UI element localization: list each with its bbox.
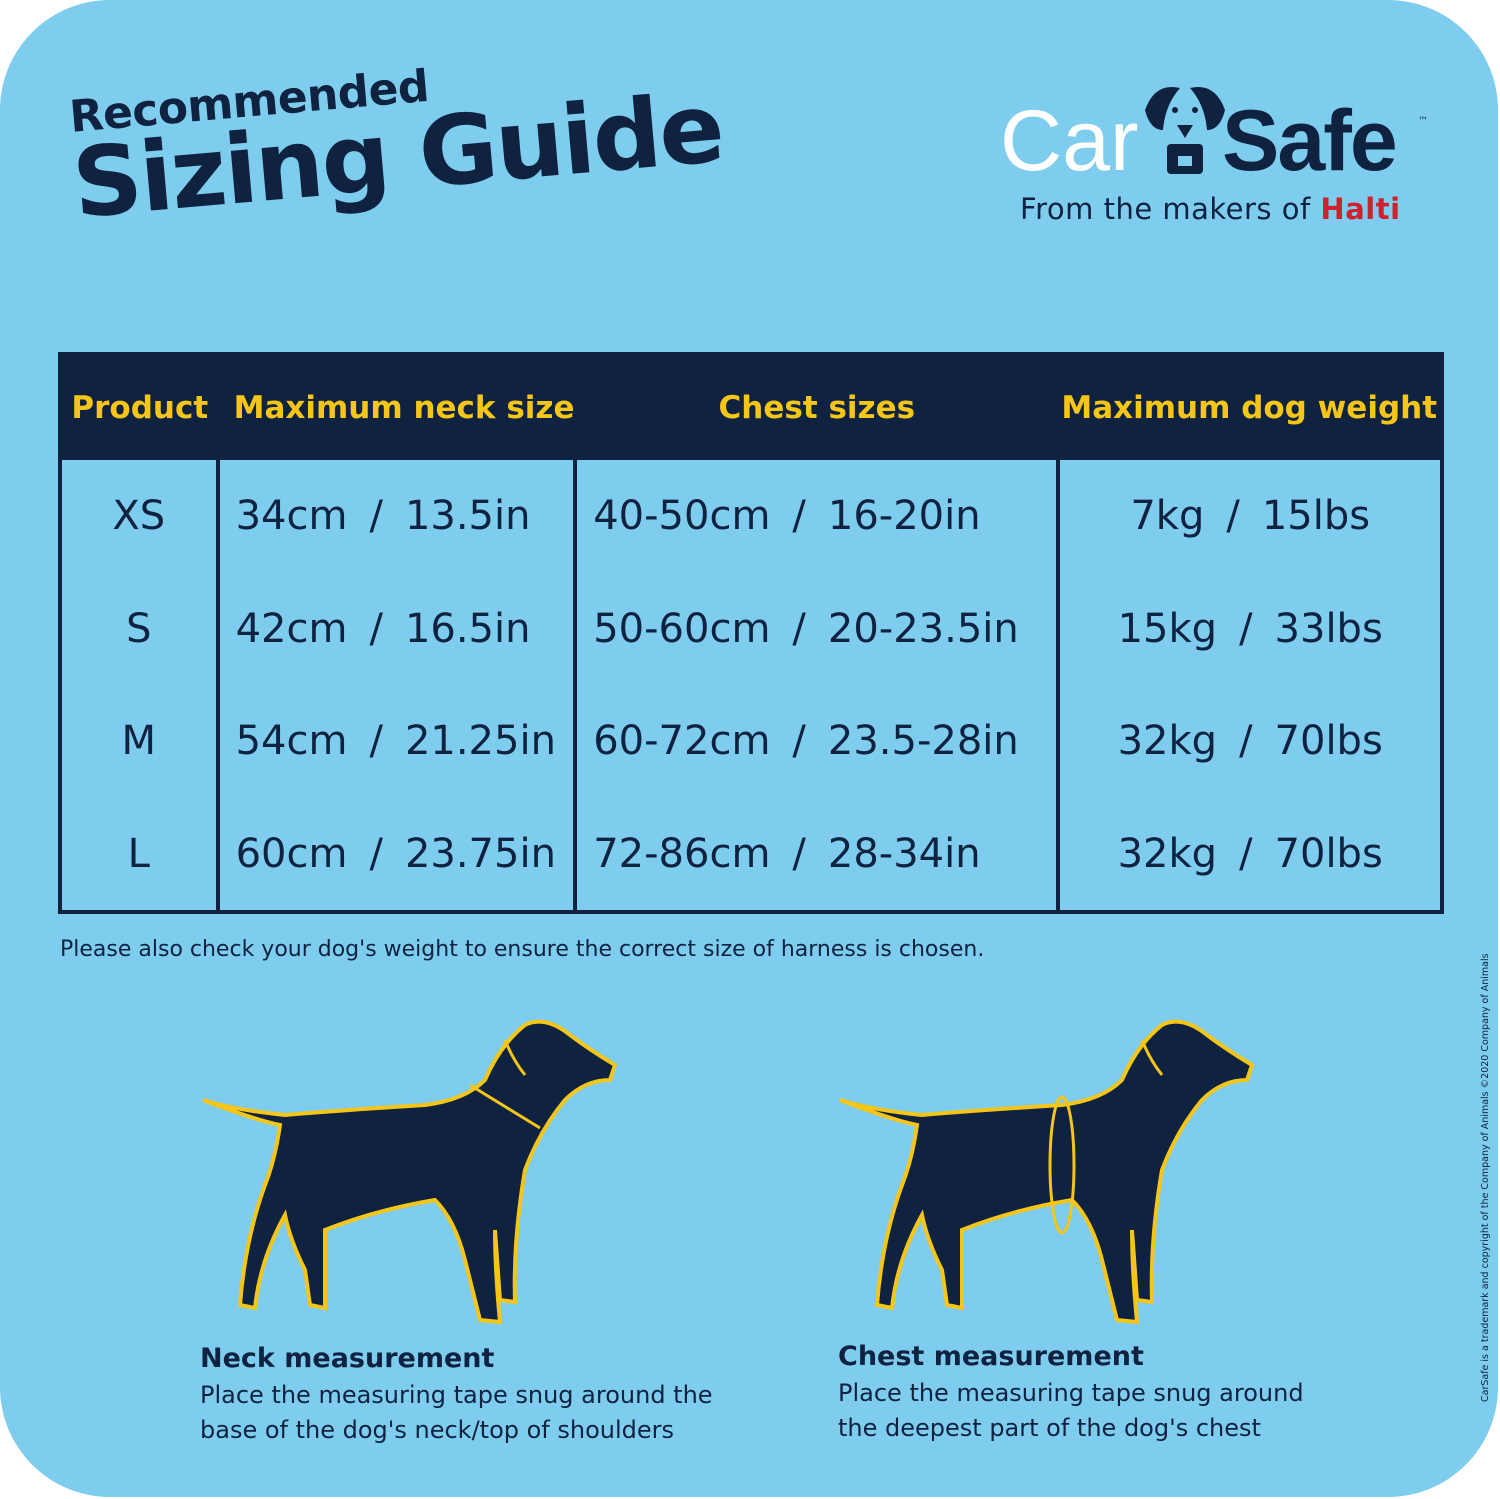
separator: / <box>792 605 806 652</box>
product-size: L <box>58 797 220 912</box>
chest-size-imperial: 20-23.5in <box>827 605 1019 652</box>
dog-weight: 32kg / 70lbs <box>1056 797 1444 912</box>
chest-size: 40-50cm / 16-20in <box>573 460 1061 573</box>
separator: / <box>369 718 383 765</box>
dog-weight-imperial: 70lbs <box>1274 718 1383 765</box>
dog-weight-metric: 15kg <box>1117 605 1218 652</box>
neck-size: 34cm / 13.5in <box>215 460 578 573</box>
separator: / <box>792 830 806 877</box>
separator: / <box>792 493 806 540</box>
neck-size-imperial: 21.25in <box>404 718 556 765</box>
dog-weight-imperial: 33lbs <box>1274 605 1383 652</box>
neck-size: 54cm / 21.25in <box>215 684 578 798</box>
copyright-text: CarSafe is a trademark and copyright of … <box>1480 953 1491 1402</box>
trademark: ™ <box>1418 116 1428 127</box>
table-row: L 60cm / 23.75in 72-86cm / 28-34in 32kg / 70lbs <box>58 797 1444 912</box>
dog-weight: 15kg / 33lbs <box>1056 572 1444 685</box>
chest-size-metric: 40-50cm <box>593 493 771 540</box>
separator: / <box>369 830 383 877</box>
dog-chest-illustration <box>839 1019 1255 1325</box>
weight-note: Please also check your dog's weight to e… <box>60 937 985 962</box>
logo-safe: Safe <box>1222 93 1398 189</box>
chest-size-imperial: 23.5-28in <box>827 718 1019 765</box>
neck-size: 42cm / 16.5in <box>215 572 578 685</box>
dog-weight-metric: 32kg <box>1117 830 1218 877</box>
chest-size: 50-60cm / 20-23.5in <box>573 572 1061 685</box>
chest-size-metric: 50-60cm <box>593 605 771 652</box>
logo-tagline: From the makers of Halti <box>1020 192 1401 226</box>
separator: / <box>792 718 806 765</box>
neck-title: Neck measurement <box>200 1343 495 1374</box>
separator: / <box>1239 605 1253 652</box>
header-weight: Maximum dog weight <box>1058 354 1442 460</box>
header-product: Product <box>60 354 218 460</box>
neck-size-metric: 60cm <box>235 830 348 877</box>
separator: / <box>1239 718 1253 765</box>
chest-size: 60-72cm / 23.5-28in <box>573 684 1061 798</box>
carsafe-logo: Car Safe ™ From the makers of Halti <box>1000 80 1440 240</box>
halti-brand: Halti <box>1320 192 1401 226</box>
chest-title: Chest measurement <box>838 1341 1144 1372</box>
neck-size-metric: 54cm <box>235 718 348 765</box>
dog-face-icon <box>1145 86 1225 174</box>
tagline-text: From the makers of <box>1020 192 1311 226</box>
neck-size: 60cm / 23.75in <box>215 797 578 912</box>
neck-text: Place the measuring tape snug around the… <box>200 1381 713 1444</box>
separator: / <box>1226 493 1240 540</box>
dog-weight: 7kg / 15lbs <box>1056 460 1444 573</box>
chest-size: 72-86cm / 28-34in <box>573 797 1061 912</box>
chest-size-metric: 60-72cm <box>593 718 771 765</box>
neck-size-imperial: 23.75in <box>404 830 556 877</box>
chest-caption: Chest measurement Place the measuring ta… <box>838 1341 1338 1446</box>
separator: / <box>369 605 383 652</box>
table-row: S 42cm / 16.5in 50-60cm / 20-23.5in 15kg / 33lbs <box>58 572 1444 685</box>
chest-size-metric: 72-86cm <box>593 830 771 877</box>
dog-weight-imperial: 15lbs <box>1261 493 1371 540</box>
neck-size-imperial: 16.5in <box>404 605 531 652</box>
table-row: M 54cm / 21.25in 60-72cm / 23.5-28in 32kg / 70lbs <box>58 684 1444 798</box>
chest-size-imperial: 28-34in <box>827 830 981 877</box>
product-size: M <box>58 684 220 798</box>
header-neck: Maximum neck size <box>217 354 576 460</box>
logo-car: Car <box>1000 93 1139 189</box>
neck-size-metric: 34cm <box>235 493 348 540</box>
table-row: XS 34cm / 13.5in 40-50cm / 16-20in 7kg / 15lbs <box>58 460 1444 573</box>
dog-weight-imperial: 70lbs <box>1274 830 1383 877</box>
product-size: XS <box>58 460 220 573</box>
chest-size-imperial: 16-20in <box>827 493 981 540</box>
neck-caption: Neck measurement Place the measuring tap… <box>200 1343 760 1448</box>
header-chest: Chest sizes <box>575 354 1059 460</box>
dog-weight: 32kg / 70lbs <box>1056 684 1444 798</box>
sizing-table: Product Maximum neck size Chest sizes Ma… <box>58 352 1444 914</box>
separator: / <box>369 493 383 540</box>
separator: / <box>1239 830 1253 877</box>
dog-neck-illustration <box>202 1019 618 1325</box>
table-header: Product Maximum neck size Chest sizes Ma… <box>60 354 1442 460</box>
neck-size-imperial: 13.5in <box>404 493 531 540</box>
product-size: S <box>58 572 220 685</box>
dog-weight-metric: 32kg <box>1117 718 1218 765</box>
dog-weight-metric: 7kg <box>1130 493 1205 540</box>
chest-text: Place the measuring tape snug around the… <box>838 1379 1304 1442</box>
neck-size-metric: 42cm <box>235 605 348 652</box>
